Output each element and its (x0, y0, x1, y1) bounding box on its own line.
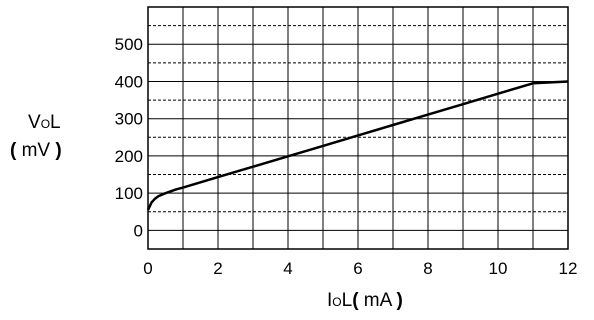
y-tick-label: 300 (115, 110, 143, 129)
x-axis-label: IOL( mA ) (327, 290, 403, 311)
plot-frame (147, 6, 569, 250)
y-tick-label: 100 (115, 184, 143, 203)
y-tick-label: 0 (134, 221, 143, 240)
x-tick-label: 0 (143, 259, 152, 278)
x-tick-label: 6 (353, 259, 362, 278)
y-tick-label: 500 (115, 35, 143, 54)
tick-labels: 0 2 4 6 8 10 12 0 100 200 300 400 500 (115, 35, 578, 278)
x-tick-label: 2 (213, 259, 222, 278)
y-axis-label: VOL (28, 112, 61, 133)
y-axis-unit: ( mV ) (10, 140, 62, 161)
plot-border (147, 6, 569, 250)
x-tick-label: 8 (423, 259, 432, 278)
grid (148, 7, 568, 249)
series-line-0 (146, 80, 569, 211)
x-tick-label: 4 (283, 259, 292, 278)
x-tick-label: 10 (489, 259, 508, 278)
y-tick-label: 400 (115, 72, 143, 91)
y-tick-label: 200 (115, 147, 143, 166)
x-tick-label: 12 (559, 259, 578, 278)
series-group (146, 80, 569, 211)
